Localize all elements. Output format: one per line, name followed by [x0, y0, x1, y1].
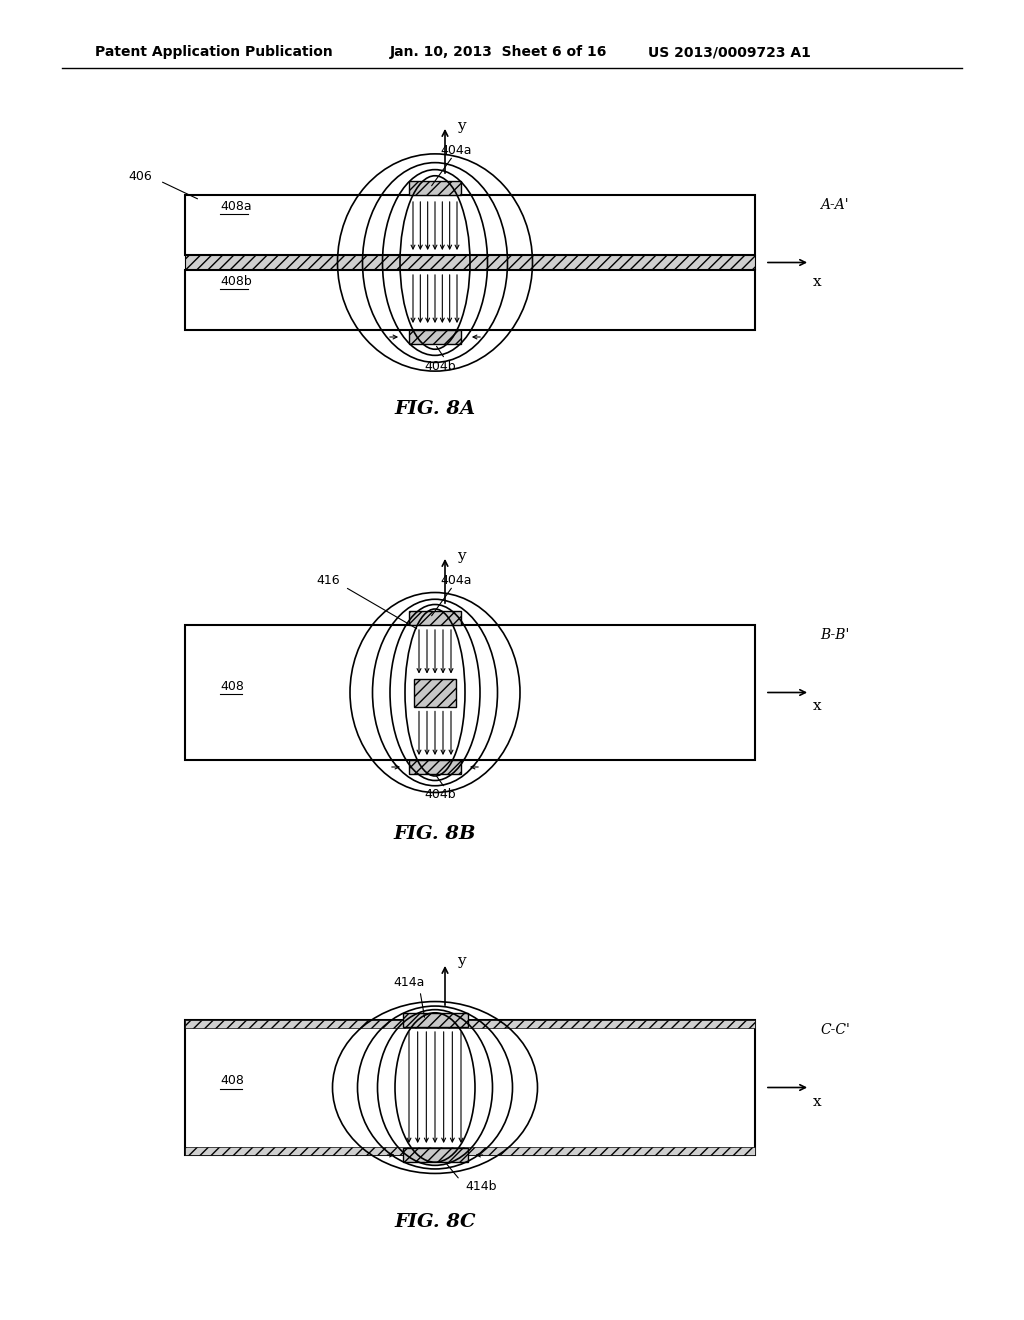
Text: y: y	[457, 119, 466, 133]
Text: 404b: 404b	[424, 788, 456, 800]
Bar	[185, 195, 755, 255]
Bar	[185, 1147, 755, 1155]
Text: FIG. 8A: FIG. 8A	[394, 400, 475, 418]
Text: y: y	[457, 549, 466, 564]
Text: Jan. 10, 2013  Sheet 6 of 16: Jan. 10, 2013 Sheet 6 of 16	[390, 45, 607, 59]
Text: 408: 408	[220, 680, 244, 693]
Text: x: x	[813, 275, 821, 289]
Text: A-A': A-A'	[820, 198, 849, 213]
Bar	[409, 611, 461, 624]
Text: 416: 416	[316, 574, 340, 587]
Text: 408a: 408a	[220, 201, 252, 213]
Bar	[185, 1020, 755, 1155]
Text: 414b: 414b	[465, 1180, 497, 1193]
Text: 404a: 404a	[440, 574, 471, 587]
Text: x: x	[813, 700, 821, 714]
Text: FIG. 8C: FIG. 8C	[394, 1213, 476, 1232]
Text: 404b: 404b	[424, 359, 456, 372]
Text: 408b: 408b	[220, 275, 252, 288]
Text: 406: 406	[128, 170, 152, 183]
Bar	[185, 624, 755, 760]
Bar	[185, 1020, 755, 1028]
Bar	[409, 330, 461, 345]
Text: US 2013/0009723 A1: US 2013/0009723 A1	[648, 45, 811, 59]
Bar	[409, 181, 461, 195]
Text: FIG. 8B: FIG. 8B	[394, 825, 476, 843]
Text: 414a: 414a	[393, 977, 425, 990]
Text: 404a: 404a	[440, 144, 471, 157]
Bar	[185, 255, 755, 271]
Text: C-C': C-C'	[820, 1023, 850, 1038]
Text: Patent Application Publication: Patent Application Publication	[95, 45, 333, 59]
Bar	[185, 271, 755, 330]
Bar	[409, 760, 461, 774]
Text: x: x	[813, 1094, 821, 1109]
Text: B-B': B-B'	[820, 628, 849, 642]
Bar	[402, 1148, 468, 1162]
Text: 408: 408	[220, 1074, 244, 1088]
Bar	[414, 678, 456, 706]
Bar	[402, 1012, 468, 1027]
Text: y: y	[457, 954, 466, 968]
